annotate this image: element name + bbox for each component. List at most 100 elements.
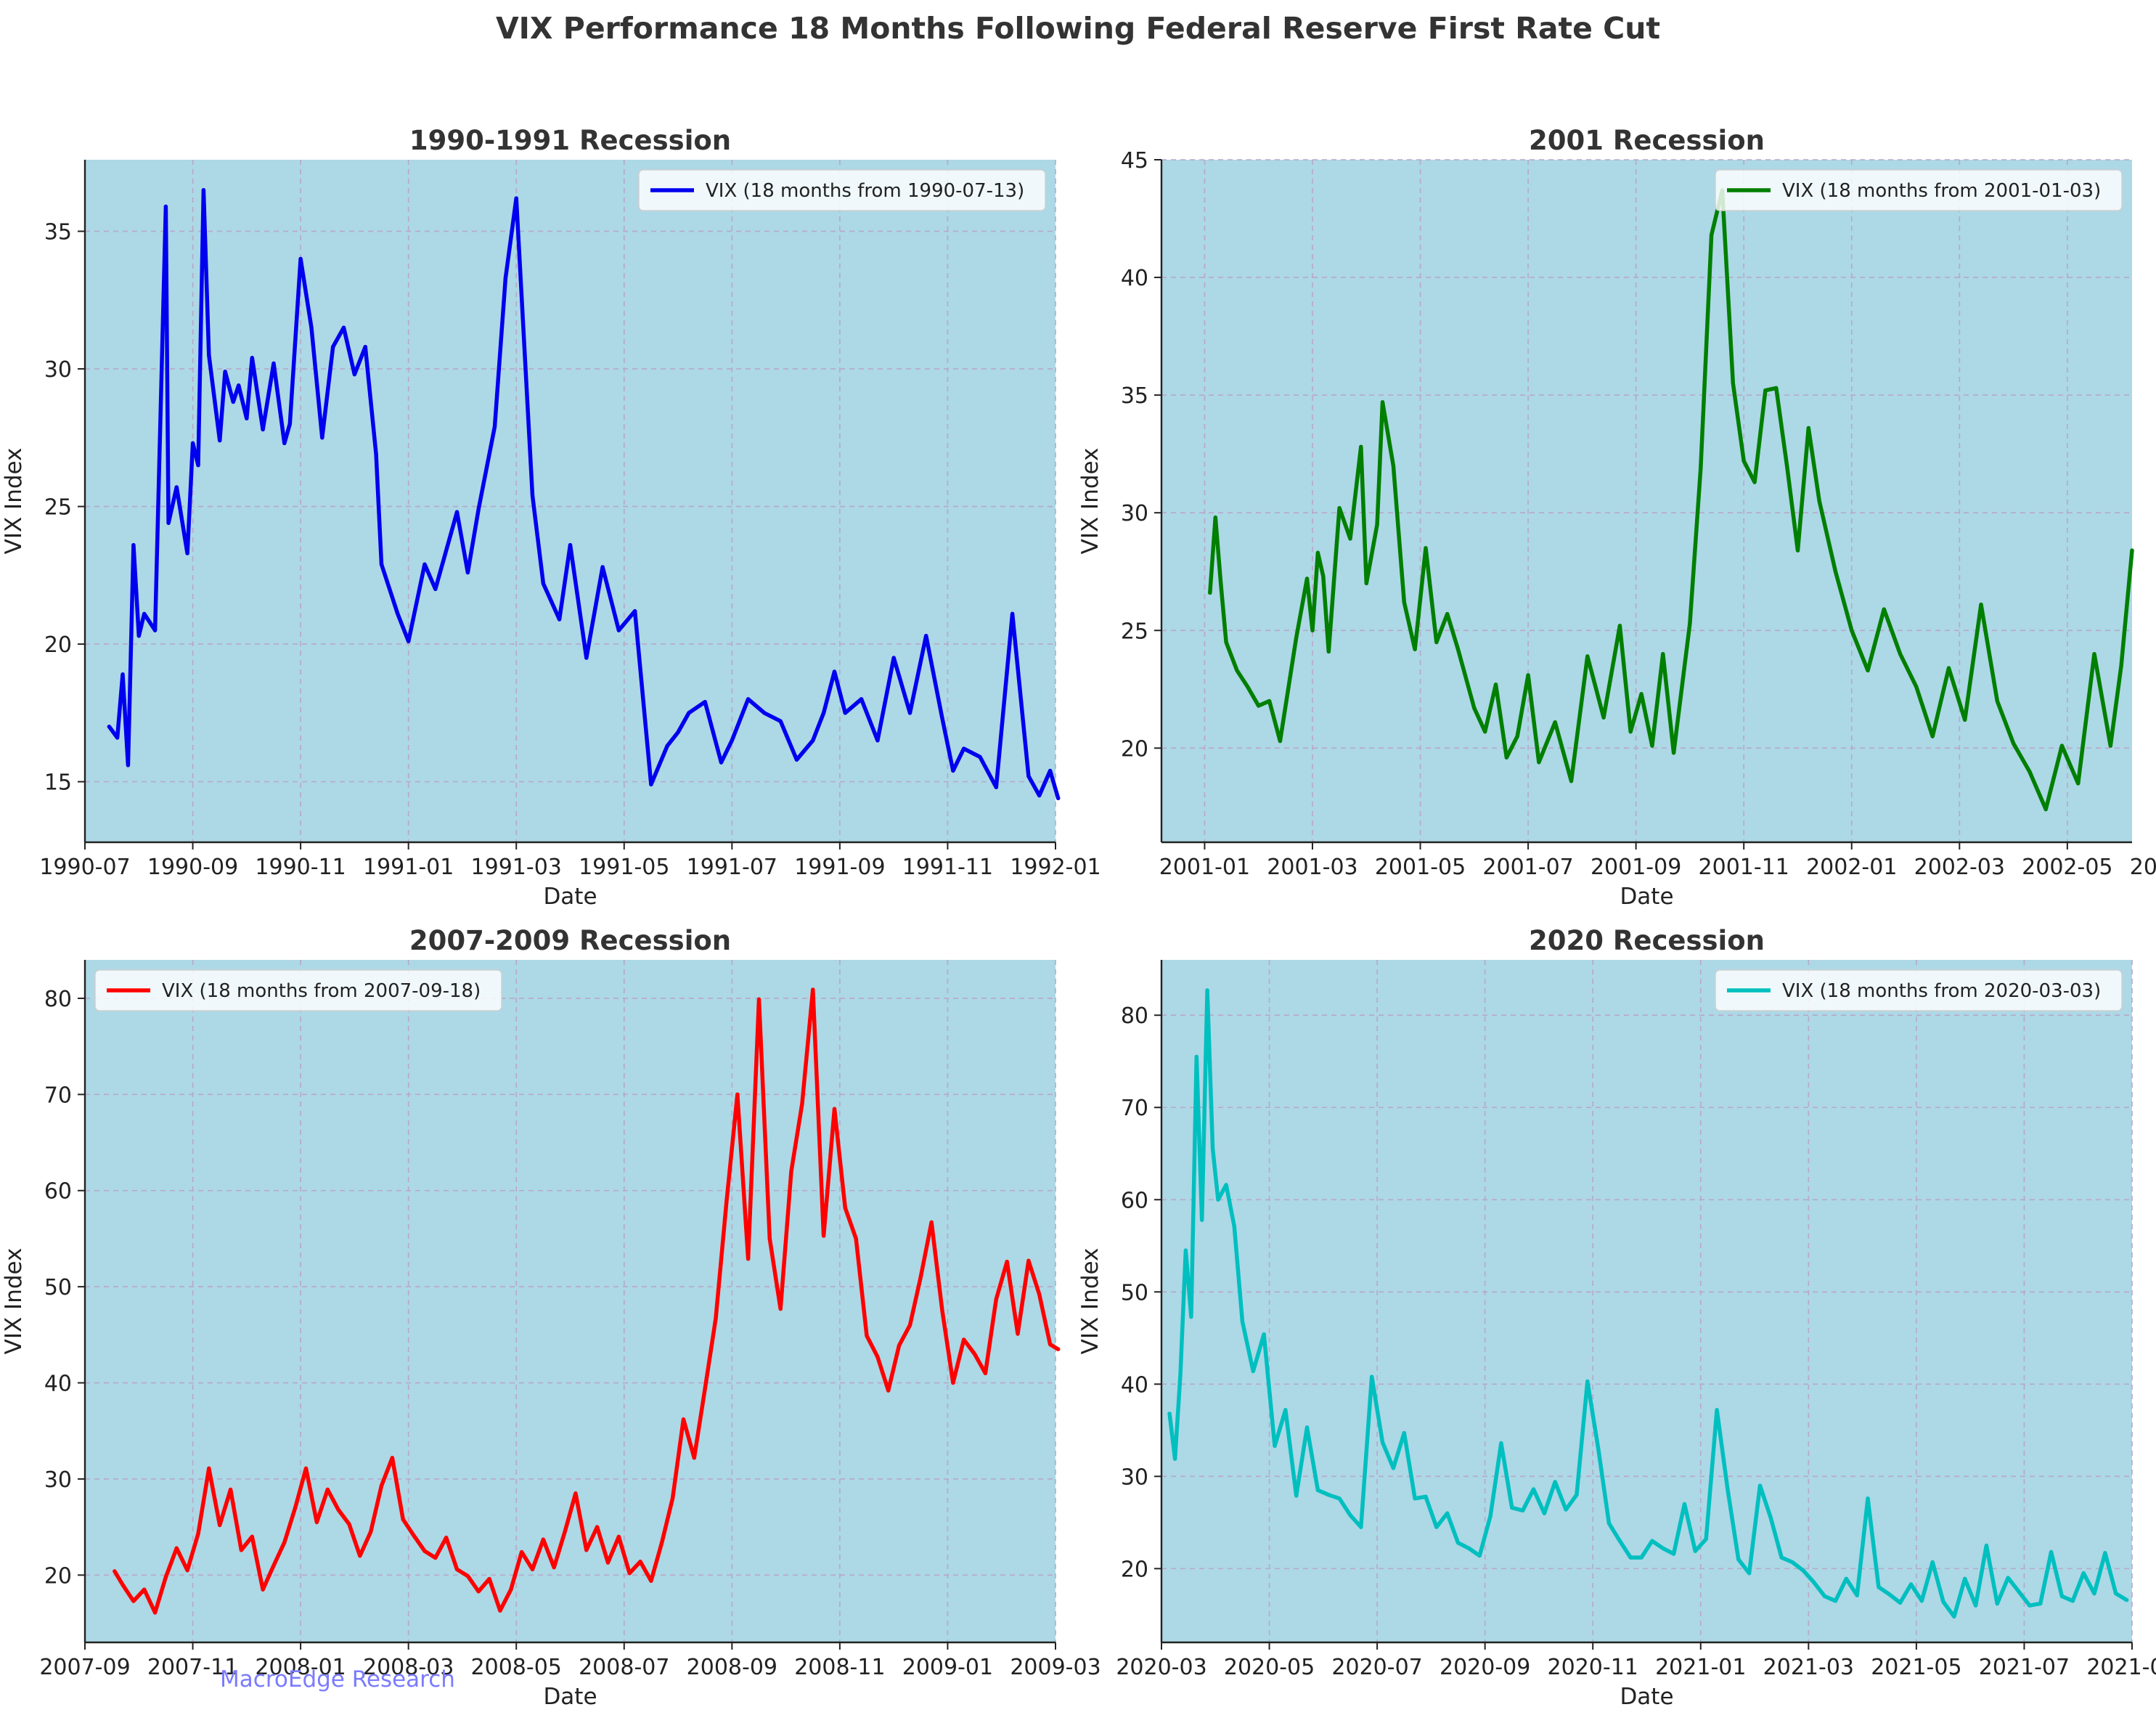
chart-3-data-point <box>401 1517 405 1522</box>
chart-1-data-point <box>940 716 944 721</box>
chart-4-data-point <box>1564 1507 1568 1512</box>
chart-2-data-point <box>1413 647 1417 651</box>
chart-4-data-point <box>1984 1544 1989 1548</box>
chart-3-data-point <box>131 1599 136 1603</box>
chart-4-data-point <box>1617 1539 1622 1543</box>
chart-1-data-point <box>703 700 707 704</box>
chart-4-x-tick-label: 2021-03 <box>1763 1655 1854 1680</box>
chart-2-data-point <box>1515 734 1519 738</box>
chart-3-data-point <box>671 1496 675 1501</box>
chart-4-y-tick-label: 60 <box>1121 1188 1148 1213</box>
chart-4-data-point <box>1726 1487 1730 1491</box>
chart-3-data-point <box>1016 1332 1020 1336</box>
chart-4-data-point <box>1294 1494 1299 1498</box>
chart-grid: 1990-07 1990-09 1990-11 1991-01 1991-03 1991-… <box>1 125 2156 1710</box>
chart-3-data-point <box>865 1334 869 1338</box>
chart-2-x-tick-label: 2001-09 <box>1591 855 1681 880</box>
chart-4-data-point <box>1413 1496 1417 1501</box>
chart-2-x-label: Date <box>1620 884 1673 910</box>
chart-4-data-point <box>1693 1549 1697 1553</box>
chart-2-data-point <box>1445 611 1450 616</box>
chart-1-data-point <box>142 611 147 616</box>
chart-2-data-point <box>1434 640 1439 645</box>
chart-3-data-point <box>1005 1260 1009 1264</box>
chart-4-data-point <box>1995 1602 1999 1606</box>
chart-3-data-point <box>962 1337 966 1342</box>
chart-1-data-point <box>379 562 384 566</box>
chart-2-data-point <box>1424 546 1428 550</box>
chart-4-data-point <box>1790 1560 1794 1565</box>
chart-3-data-point <box>660 1540 664 1544</box>
chart-1-data-point <box>231 399 235 404</box>
chart-2-data-point <box>2092 652 2096 656</box>
chart-1-y-tick-label: 20 <box>44 632 72 658</box>
chart-1-data-point <box>396 611 400 616</box>
chart-3-data-point <box>735 1092 740 1096</box>
chart-1-data-point <box>250 356 254 360</box>
chart-3-data-point <box>897 1343 902 1348</box>
chart-4-data-point <box>1359 1525 1363 1529</box>
chart-1-x-tick-label: 1991-11 <box>902 855 993 880</box>
chart-4-data-point <box>1606 1521 1612 1525</box>
chart-2-data-point <box>1898 652 1903 656</box>
chart-2-data-point <box>1553 720 1557 725</box>
chart-1-data-point <box>282 441 287 446</box>
chart-4-y-tick-label: 40 <box>1121 1372 1148 1398</box>
chart-4-data-point <box>1768 1515 1773 1520</box>
chart-4-data-point <box>1232 1224 1236 1229</box>
chart-3-data-point <box>1026 1258 1031 1263</box>
chart-1-data-point <box>730 738 734 743</box>
chart-4-data-point <box>2028 1603 2032 1608</box>
chart-2-data-point <box>1882 607 1886 611</box>
chart-4-data-point <box>1224 1183 1228 1187</box>
chart-1-x-tick-label: 1991-05 <box>579 855 669 880</box>
chart-3-data-point <box>369 1530 373 1534</box>
chart-2-y-label: VIX Index <box>1077 448 1103 555</box>
chart-1-data-point <box>924 634 928 638</box>
chart-3-data-point <box>1037 1292 1042 1297</box>
chart-3-legend-box <box>94 969 502 1011</box>
chart-4-plot-area <box>1161 960 2132 1642</box>
chart-3-x-label: Date <box>543 1684 597 1710</box>
chart-2-data-point <box>1294 635 1299 640</box>
chart-3-data-point <box>714 1316 718 1321</box>
chart-3-y-tick-label: 50 <box>44 1275 72 1300</box>
chart-4-x-label: Date <box>1620 1684 1673 1710</box>
chart-3-y-tick-label: 40 <box>44 1372 72 1397</box>
chart-3-legend: VIX (18 months from 2007-09-18) <box>94 969 502 1011</box>
chart-4-data-point <box>1715 1408 1719 1412</box>
chart-4-data-point <box>1963 1576 1967 1581</box>
chart-2-x-tick-label: 2002-05 <box>2022 855 2112 880</box>
chart-2-data-point <box>1235 668 1239 672</box>
chart-1-data-point <box>492 425 497 429</box>
chart-1-data-point <box>503 276 507 280</box>
chart-2-data-point <box>2119 664 2123 668</box>
chart-4-legend: VIX (18 months from 2020-03-03) <box>1715 969 2123 1011</box>
chart-4-data-point <box>2038 1602 2043 1606</box>
chart-4-data-point <box>1779 1555 1784 1560</box>
chart-4-data-point <box>1575 1493 1579 1497</box>
chart-3-data-point <box>325 1487 330 1492</box>
chart-1-x-tick-label: 1990-11 <box>255 855 346 880</box>
chart-3-data-point <box>358 1554 362 1558</box>
chart-3-data-point <box>767 1237 772 1241</box>
chart-1-legend-box <box>638 169 1046 211</box>
chart-2-data-point <box>1731 381 1735 386</box>
chart-4-x-tick-label: 2021-07 <box>1979 1655 2070 1680</box>
chart-2-legend: VIX (18 months from 2001-01-03) <box>1715 169 2123 211</box>
chart-2-y-tick-label: 25 <box>1121 619 1148 644</box>
chart-1-data-point <box>859 697 864 701</box>
chart-4-x-tick-label: 2021-05 <box>1871 1655 1961 1680</box>
chart-2-data-point <box>1710 233 1714 237</box>
chart-2-y-tick-label: 45 <box>1121 148 1148 174</box>
chart-4-data-point <box>2103 1551 2107 1555</box>
chart-2-data-point <box>1391 463 1395 468</box>
chart-4-data-point <box>1682 1502 1687 1507</box>
chart-3-data-point <box>282 1540 287 1544</box>
chart-1: 1990-07 1990-09 1990-11 1991-01 1991-03 1991-… <box>1 125 1101 910</box>
chart-2-data-point <box>1817 499 1821 503</box>
chart-1-plot-area <box>85 160 1055 842</box>
chart-2-data-point <box>1364 581 1368 586</box>
chart-4-data-point <box>2059 1594 2065 1599</box>
chart-4-data-point <box>1801 1568 1805 1573</box>
